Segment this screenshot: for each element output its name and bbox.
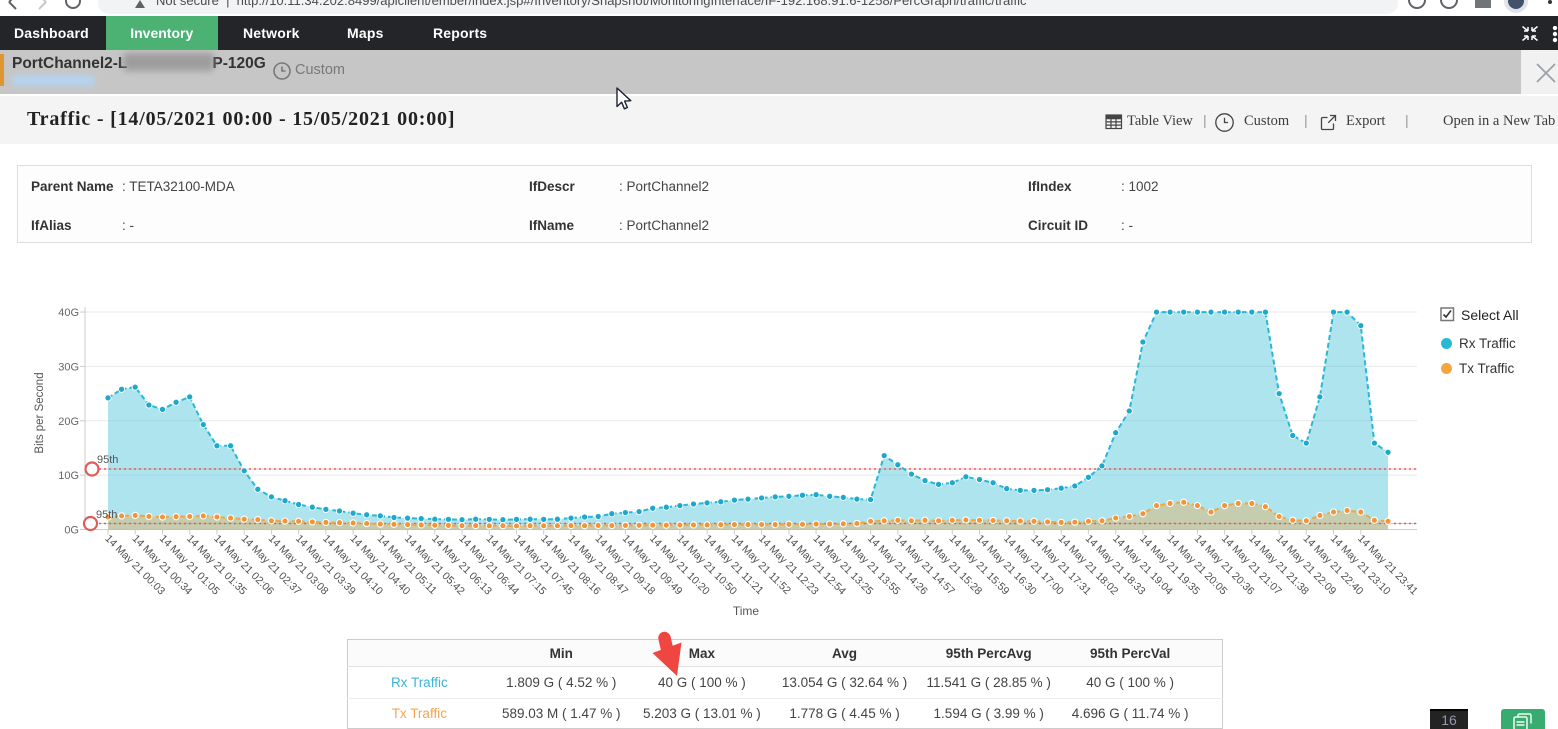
svg-text:95th: 95th [97, 454, 118, 466]
svg-text:20G: 20G [58, 416, 79, 428]
svg-text:40G: 40G [58, 307, 79, 319]
svg-text:Bits per Second: Bits per Second [34, 372, 46, 453]
svg-text:0G: 0G [64, 525, 79, 537]
svg-text:95th: 95th [96, 509, 117, 521]
svg-text:Time: Time [733, 604, 760, 618]
svg-text:30G: 30G [58, 361, 79, 373]
svg-text:10G: 10G [58, 470, 79, 482]
